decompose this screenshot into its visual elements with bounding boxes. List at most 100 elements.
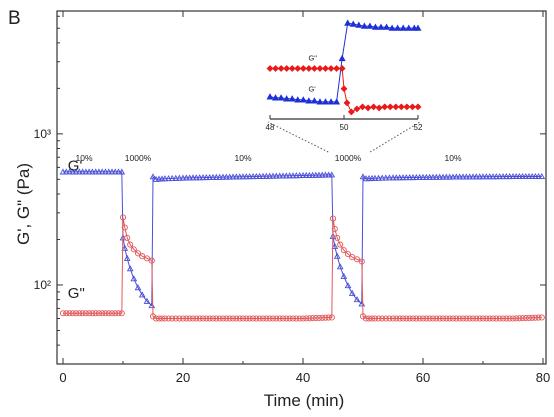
data-point	[406, 174, 414, 181]
data-point	[486, 315, 493, 322]
inset-data-point	[347, 108, 355, 116]
data-point	[318, 171, 326, 178]
data-point	[193, 315, 200, 322]
data-point	[389, 315, 397, 322]
data-point	[192, 174, 200, 181]
data-point	[528, 172, 536, 180]
data-point	[426, 173, 434, 180]
strain-annotation: 1000%	[335, 153, 362, 163]
inset-data-point	[414, 103, 422, 111]
data-point	[149, 173, 157, 180]
data-point	[365, 315, 373, 322]
data-point	[98, 168, 106, 175]
data-point	[165, 175, 172, 182]
data-point	[226, 173, 234, 180]
data-point	[79, 168, 86, 175]
series-line	[63, 217, 542, 320]
data-point	[532, 314, 539, 321]
data-point	[439, 173, 447, 180]
data-point	[456, 173, 464, 180]
data-point	[416, 315, 423, 322]
data-point	[538, 314, 545, 321]
plot-frame	[56, 10, 547, 365]
inset-data-point	[343, 99, 351, 107]
data-point	[256, 315, 263, 322]
data-point	[499, 315, 507, 322]
data-point	[535, 314, 542, 321]
inset-data-point	[414, 24, 422, 31]
data-point	[102, 168, 109, 175]
inset-data-point	[364, 104, 372, 112]
data-point	[322, 171, 329, 178]
data-point	[312, 171, 320, 178]
inset-x-tick-label: 50	[340, 123, 349, 132]
data-point	[525, 172, 533, 180]
data-point	[179, 174, 187, 181]
series-loss-modulus	[59, 214, 545, 322]
data-point	[236, 173, 244, 180]
data-point	[472, 173, 480, 180]
data-point	[509, 172, 517, 180]
data-point	[289, 315, 297, 322]
data-point	[66, 168, 73, 175]
inset-data-point	[299, 65, 307, 72]
inset-data-point	[288, 65, 296, 72]
data-point	[309, 315, 316, 322]
data-point	[249, 315, 257, 322]
data-point	[82, 168, 90, 175]
inset-data-point	[403, 103, 411, 111]
data-point	[436, 315, 443, 322]
data-point	[279, 315, 287, 322]
data-point	[452, 173, 460, 180]
data-point	[112, 310, 119, 317]
data-point	[269, 315, 277, 322]
data-point	[506, 173, 514, 180]
inset-data-point	[321, 98, 330, 105]
data-point	[382, 315, 389, 322]
data-point	[229, 315, 237, 322]
data-point	[143, 297, 151, 304]
data-point	[449, 315, 457, 322]
data-point	[165, 315, 172, 322]
data-point	[509, 315, 517, 322]
data-point	[453, 315, 460, 322]
data-point	[236, 315, 243, 322]
data-point	[155, 315, 163, 322]
data-point	[92, 310, 99, 317]
data-point	[259, 315, 267, 322]
data-point	[75, 168, 83, 175]
data-point	[286, 315, 293, 322]
data-point	[123, 254, 131, 261]
x-tick-label: 0	[59, 370, 66, 385]
data-point	[299, 171, 307, 179]
strain-annotation: 10%	[234, 153, 251, 163]
data-point	[442, 173, 450, 180]
data-point	[126, 265, 134, 272]
inset-data-point	[388, 24, 396, 31]
data-point	[186, 315, 193, 322]
data-point	[315, 314, 323, 321]
axes: B G', G" (Pa) Time (min) 0 20 40 60 80 10² 10³…	[8, 8, 550, 410]
data-point	[483, 315, 490, 322]
inset-data-point	[272, 65, 279, 72]
data-point	[118, 310, 125, 317]
data-point	[371, 174, 379, 181]
data-point	[399, 315, 407, 322]
data-point	[108, 168, 116, 175]
data-point	[466, 173, 474, 180]
data-point	[243, 315, 250, 322]
data-point	[325, 171, 332, 178]
data-point	[189, 174, 197, 181]
data-point	[469, 173, 477, 180]
data-point	[276, 315, 283, 322]
data-point	[233, 315, 240, 322]
data-point	[419, 173, 427, 180]
data-point	[429, 315, 437, 322]
data-point	[239, 173, 247, 180]
data-point	[92, 168, 100, 175]
data-point	[331, 225, 338, 232]
data-point	[469, 315, 477, 322]
data-point	[463, 315, 470, 322]
data-point	[502, 173, 510, 180]
